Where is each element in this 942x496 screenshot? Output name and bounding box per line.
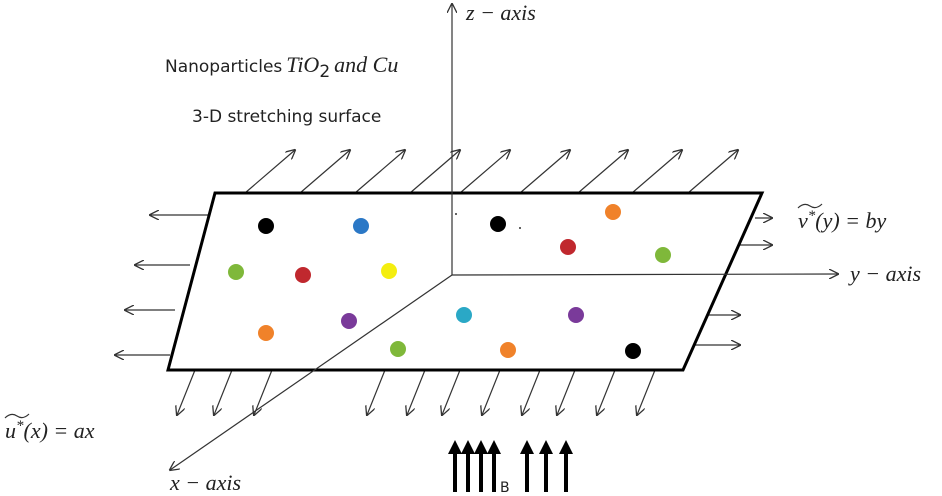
arrow xyxy=(177,369,196,415)
arrow xyxy=(244,150,295,194)
y-axis-label: y − axis xyxy=(848,261,921,286)
particle xyxy=(295,267,311,283)
arrow xyxy=(459,150,510,194)
arrow xyxy=(687,150,738,194)
particle xyxy=(500,342,516,358)
arrow xyxy=(367,369,386,415)
dot-mark xyxy=(519,227,521,229)
z-axis-label: z − axis xyxy=(465,0,536,25)
arrow xyxy=(407,369,426,415)
particle xyxy=(390,341,406,357)
particle xyxy=(381,263,397,279)
dot-mark xyxy=(455,213,457,215)
particle xyxy=(258,325,274,341)
particle xyxy=(605,204,621,220)
x-axis-label: x − axis xyxy=(169,470,241,495)
arrow xyxy=(557,369,576,415)
arrow xyxy=(597,369,616,415)
particle xyxy=(490,216,506,232)
particle xyxy=(341,313,357,329)
arrow xyxy=(214,369,233,415)
arrow xyxy=(354,150,405,194)
u-velocity-label: u*(x) = ax xyxy=(5,418,95,443)
particle xyxy=(456,307,472,323)
particle xyxy=(560,239,576,255)
arrow xyxy=(482,369,501,415)
arrow xyxy=(519,150,570,194)
stretch-arrows xyxy=(115,150,772,415)
particle xyxy=(655,247,671,263)
tilde xyxy=(797,203,823,209)
arrow xyxy=(631,150,682,194)
tilde xyxy=(4,413,30,419)
arrow xyxy=(577,150,628,194)
magnetic-field xyxy=(448,440,573,492)
nanoparticles-label: Nanoparticles TiO2 and Cu xyxy=(165,52,398,82)
particle xyxy=(353,218,369,234)
y-axis xyxy=(451,274,838,275)
arrow xyxy=(442,369,461,415)
particle xyxy=(568,307,584,323)
surface-label: 3-D stretching surface xyxy=(192,107,381,127)
particle xyxy=(228,264,244,280)
particle xyxy=(625,343,641,359)
arrow xyxy=(254,369,273,415)
x-axis xyxy=(170,274,453,470)
arrow xyxy=(522,369,541,415)
arrow xyxy=(299,150,350,194)
nanoparticles xyxy=(228,204,671,359)
v-velocity-label: v*(y) = by xyxy=(798,208,887,233)
arrow xyxy=(637,369,656,415)
field-label: B xyxy=(500,480,510,496)
surface xyxy=(166,191,765,372)
particle xyxy=(258,218,274,234)
